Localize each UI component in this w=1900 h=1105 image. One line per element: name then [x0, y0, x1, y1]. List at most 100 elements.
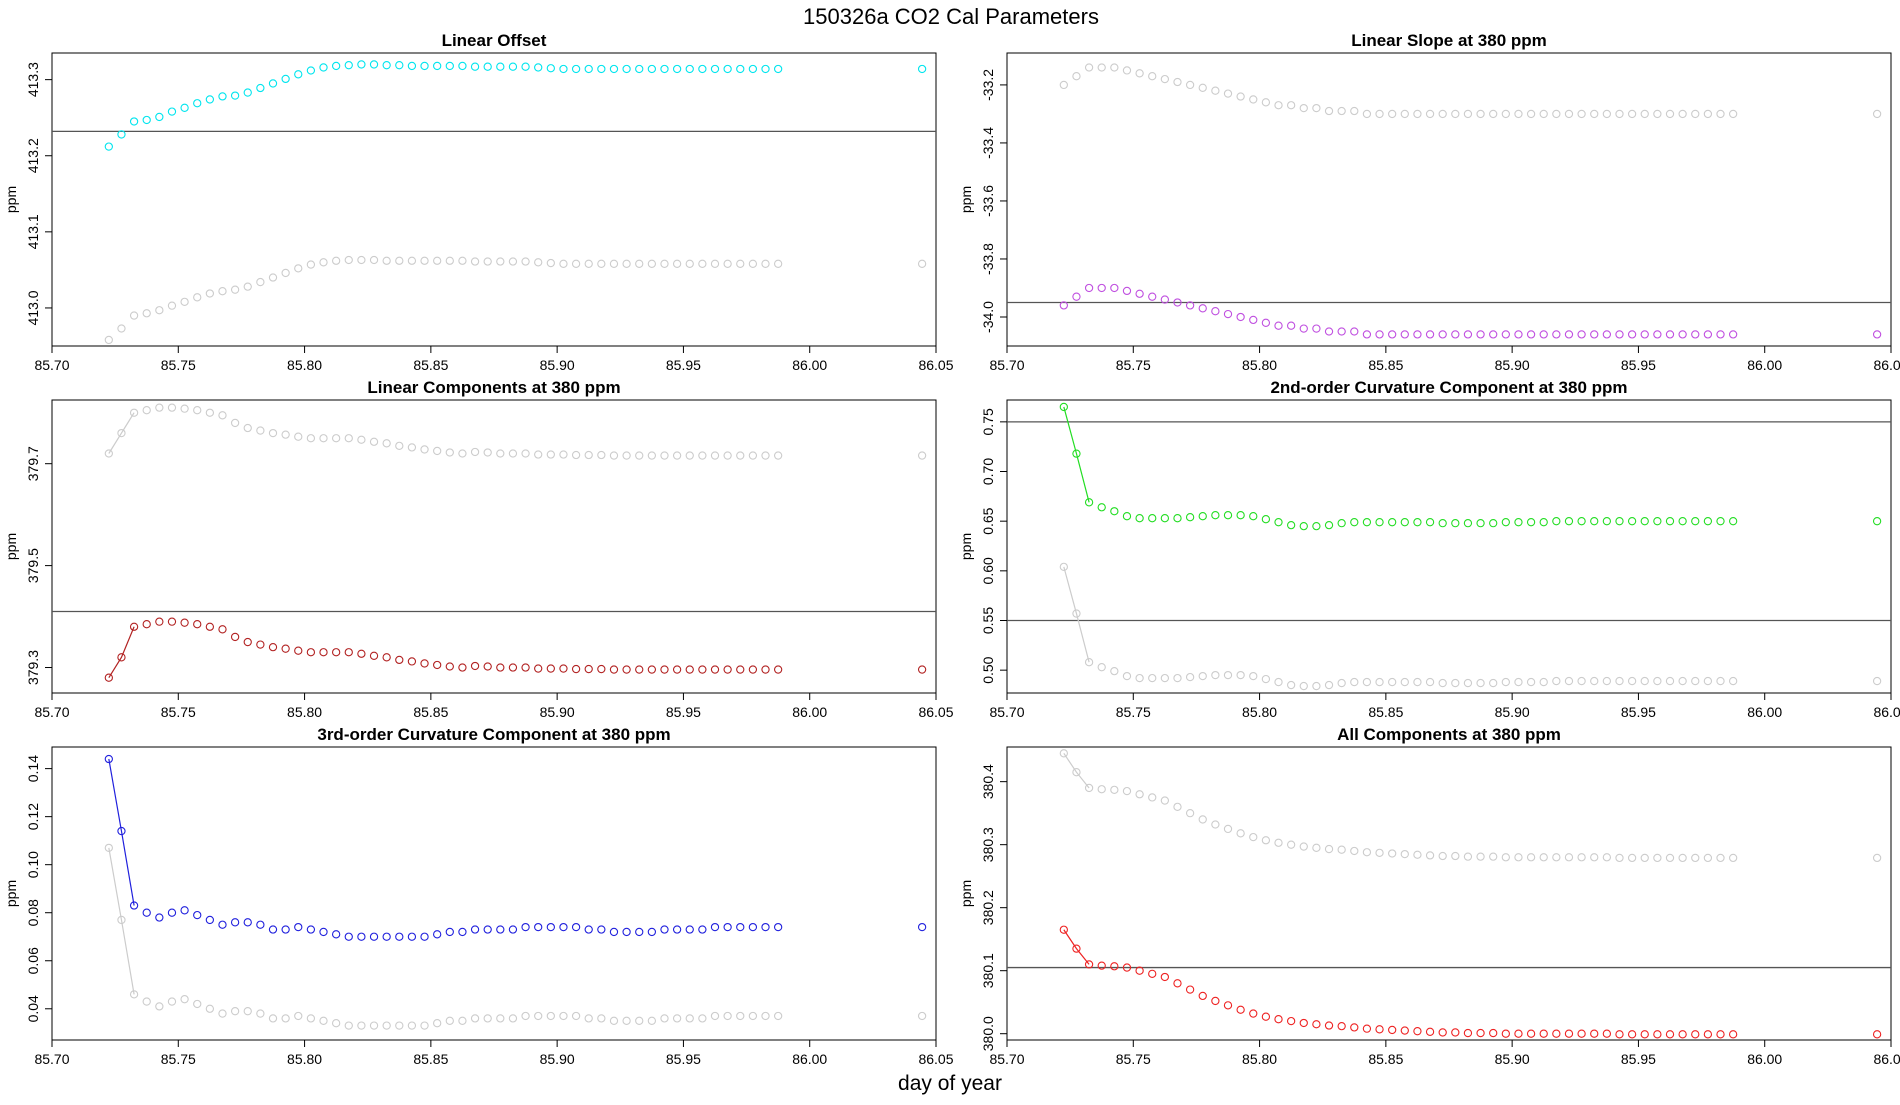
data-point	[1312, 521, 1321, 531]
data-point	[1640, 330, 1649, 339]
plot-frame	[51, 52, 937, 347]
data-point	[1489, 109, 1498, 119]
data-point	[1324, 327, 1334, 336]
x-tick-label: 85.90	[1495, 704, 1530, 720]
data-point	[1665, 109, 1675, 119]
panel-title: Linear Components at 380 ppm	[367, 378, 620, 397]
data-point	[1476, 852, 1485, 861]
data-point	[1312, 103, 1321, 113]
data-point	[1299, 842, 1308, 851]
data-point	[1236, 511, 1245, 520]
data-point	[357, 932, 366, 941]
x-tick-label: 85.95	[1621, 357, 1656, 373]
x-tick-label: 85.90	[1495, 357, 1530, 373]
data-point	[294, 646, 303, 655]
data-point	[395, 655, 404, 665]
panel-title: 3rd-order Curvature Component at 380 ppm	[317, 725, 670, 744]
plot-frame	[1006, 399, 1892, 694]
data-point	[1640, 517, 1649, 526]
y-tick-label: 0.06	[25, 947, 41, 974]
data-point	[1539, 109, 1548, 119]
data-point	[319, 258, 328, 267]
data-point	[698, 1014, 707, 1023]
data-point	[1615, 330, 1624, 339]
data-point	[331, 648, 341, 657]
data-point	[571, 1011, 581, 1021]
data-point	[1627, 517, 1637, 526]
data-point	[1312, 843, 1321, 852]
series-comparison	[104, 843, 927, 1030]
series-connector	[108, 626, 135, 679]
x-tick-label: 86.05	[1873, 357, 1900, 373]
data-point	[521, 257, 530, 266]
data-point	[1350, 106, 1359, 116]
data-point	[609, 259, 619, 268]
data-point	[483, 662, 492, 671]
data-point	[1602, 330, 1612, 339]
data-point	[559, 450, 568, 459]
x-tick-label: 85.75	[161, 1051, 196, 1067]
data-point	[1514, 330, 1523, 339]
data-point	[1716, 676, 1725, 686]
data-point	[1602, 1029, 1612, 1038]
data-point	[180, 906, 189, 915]
data-point	[1185, 80, 1195, 90]
data-point	[736, 64, 745, 74]
x-tick-label: 85.85	[413, 704, 448, 720]
data-point	[395, 61, 404, 70]
data-point	[635, 451, 644, 460]
data-point	[1425, 851, 1435, 860]
data-point	[331, 61, 341, 71]
data-point	[1872, 676, 1882, 686]
data-point	[1665, 676, 1675, 686]
data-point	[1122, 786, 1132, 796]
data-point	[1627, 676, 1637, 686]
y-axis-label: ppm	[958, 880, 974, 907]
data-point	[1122, 963, 1132, 972]
data-point	[1084, 960, 1094, 969]
data-point	[205, 1004, 215, 1013]
data-point	[1135, 673, 1144, 683]
data-point	[609, 64, 619, 74]
data-point	[230, 418, 240, 428]
data-point	[1072, 944, 1081, 953]
data-point	[1872, 109, 1882, 119]
data-point	[917, 451, 927, 460]
data-point	[1324, 106, 1334, 116]
data-point	[281, 644, 290, 653]
data-point	[672, 259, 682, 268]
data-point	[218, 287, 227, 296]
data-point	[723, 64, 732, 74]
data-point	[1337, 519, 1346, 528]
data-point	[1274, 838, 1283, 847]
data-point	[1665, 330, 1675, 339]
panel-title: Linear Offset	[442, 31, 547, 50]
data-point	[1135, 790, 1144, 799]
series-primary	[1059, 283, 1882, 339]
plot-frame	[1006, 52, 1892, 347]
data-point	[710, 451, 720, 460]
data-point	[635, 64, 644, 74]
data-point	[1691, 853, 1700, 863]
data-point	[1451, 678, 1460, 688]
data-point	[1286, 1016, 1296, 1026]
data-point	[1350, 518, 1359, 527]
y-axis-label: ppm	[3, 186, 19, 213]
data-point	[635, 259, 644, 268]
data-point	[1526, 677, 1536, 687]
panel-title: Linear Slope at 380 ppm	[1351, 31, 1547, 50]
data-point	[698, 665, 707, 674]
data-point	[1552, 676, 1561, 686]
data-point	[1072, 449, 1081, 458]
data-point	[1274, 321, 1283, 330]
data-point	[521, 922, 530, 932]
data-point	[458, 449, 467, 458]
data-point	[1299, 681, 1308, 691]
data-point	[1501, 853, 1510, 862]
data-point	[230, 632, 240, 642]
data-point	[1463, 852, 1473, 861]
data-point	[1438, 109, 1447, 119]
data-point	[748, 64, 758, 74]
data-point	[344, 61, 353, 70]
data-point	[117, 130, 126, 139]
